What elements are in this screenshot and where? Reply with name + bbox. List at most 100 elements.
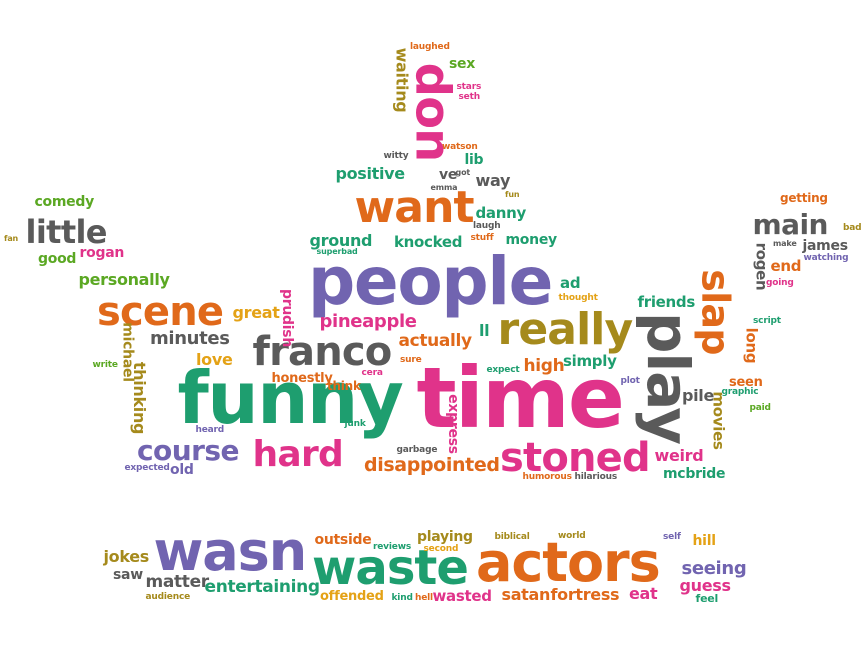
- word-personally: personally: [78, 270, 170, 289]
- word-cera: cera: [361, 367, 383, 378]
- word-audience: audience: [145, 591, 191, 602]
- word-stuff: stuff: [470, 232, 494, 243]
- word-expected: expected: [124, 462, 170, 473]
- word-high: high: [523, 355, 565, 376]
- word-offended: offended: [320, 588, 384, 604]
- word-biblical: biblical: [494, 531, 530, 542]
- word-weird: weird: [654, 446, 704, 465]
- word-witty: witty: [383, 150, 409, 161]
- word-sex: sex: [449, 56, 476, 72]
- word-garbage: garbage: [396, 444, 438, 455]
- word-watson: watson: [442, 141, 478, 152]
- word-stars: stars: [456, 81, 482, 92]
- word-really: really: [497, 304, 634, 355]
- word-hilarious: hilarious: [574, 471, 618, 482]
- word-heard: heard: [195, 424, 225, 435]
- word-laughed: laughed: [410, 41, 450, 52]
- word-prudish: prudish: [279, 288, 296, 348]
- word-sure: sure: [400, 354, 422, 365]
- word-seen: seen: [729, 374, 763, 390]
- word-hill: hill: [692, 533, 717, 549]
- word-simply: simply: [563, 351, 617, 370]
- word-comedy: comedy: [34, 194, 95, 210]
- word-slap: slap: [693, 269, 738, 355]
- word-wasn: wasn: [153, 520, 308, 583]
- word-good: good: [38, 251, 77, 267]
- word-waiting: waiting: [391, 47, 411, 113]
- word-playing: playing: [417, 529, 473, 545]
- word-people: people: [308, 243, 553, 320]
- word-want: want: [354, 182, 475, 233]
- word-paid: paid: [749, 402, 772, 413]
- word-old: old: [170, 462, 194, 478]
- word-way: way: [475, 171, 511, 190]
- word-positive: positive: [335, 164, 406, 183]
- word-plot: plot: [620, 375, 640, 386]
- word-write: write: [92, 359, 119, 370]
- word-junk: junk: [344, 418, 366, 429]
- word-satan: satan: [501, 585, 551, 604]
- word-jokes: jokes: [103, 547, 150, 566]
- word-long: long: [742, 327, 761, 363]
- word-little: little: [25, 213, 108, 251]
- word-rogan: rogan: [79, 245, 125, 261]
- word-fortress: fortress: [550, 585, 620, 604]
- word-minutes: minutes: [150, 328, 230, 349]
- word-mcbride: mcbride: [663, 466, 726, 482]
- word-humorous: humorous: [522, 471, 573, 482]
- word-thinking: thinking: [130, 361, 150, 435]
- word-ve: ve: [439, 167, 458, 183]
- word-expect: expect: [486, 364, 520, 375]
- word-ll: ll: [479, 321, 490, 340]
- word-emma: emma: [430, 183, 458, 192]
- word-play: play: [633, 312, 702, 444]
- word-seeing: seeing: [681, 558, 747, 579]
- word-hard: hard: [252, 434, 344, 475]
- word-main: main: [752, 208, 829, 241]
- word-self: self: [663, 531, 681, 542]
- word-matter: matter: [145, 571, 210, 592]
- word-second: second: [423, 543, 459, 554]
- word-script: script: [753, 315, 781, 326]
- word-actually: actually: [398, 330, 473, 351]
- word-kind: kind: [391, 592, 413, 603]
- word-saw: saw: [113, 567, 143, 583]
- word-friends: friends: [637, 292, 696, 311]
- word-disappointed: disappointed: [364, 453, 500, 476]
- word-course: course: [137, 434, 239, 467]
- word-pile: pile: [682, 386, 714, 405]
- word-watching: watching: [803, 252, 849, 263]
- word-outside: outside: [314, 532, 372, 548]
- word-thought: thought: [558, 292, 598, 303]
- word-ground: ground: [309, 231, 373, 250]
- word-got: got: [455, 168, 471, 177]
- word-stoned: stoned: [500, 435, 651, 481]
- word-scene: scene: [97, 289, 224, 335]
- word-express: express: [444, 394, 461, 454]
- word-danny: danny: [475, 203, 527, 222]
- word-lib: lib: [464, 152, 484, 168]
- word-james: james: [802, 238, 849, 254]
- word-wasted: wasted: [432, 586, 493, 605]
- word-bad: bad: [843, 222, 862, 233]
- word-great: great: [232, 303, 280, 322]
- word-franco: franco: [252, 329, 393, 375]
- word-make: make: [773, 239, 797, 248]
- word-seth: seth: [458, 91, 481, 102]
- word-fun: fun: [505, 190, 520, 199]
- word-knocked: knocked: [394, 232, 463, 251]
- word-pineapple: pineapple: [319, 311, 418, 332]
- word-laugh: laugh: [473, 220, 501, 231]
- word-entertaining: entertaining: [204, 576, 321, 597]
- word-waste: waste: [312, 540, 469, 596]
- word-think: think: [327, 379, 361, 393]
- word-love: love: [196, 350, 233, 369]
- word-hell: hell: [415, 592, 433, 603]
- word-superbad: superbad: [316, 247, 358, 256]
- word-guess: guess: [679, 576, 731, 595]
- word-money: money: [505, 232, 558, 248]
- word-eat: eat: [629, 584, 658, 603]
- word-movies: movies: [709, 390, 728, 450]
- word-funny: funny: [177, 356, 404, 440]
